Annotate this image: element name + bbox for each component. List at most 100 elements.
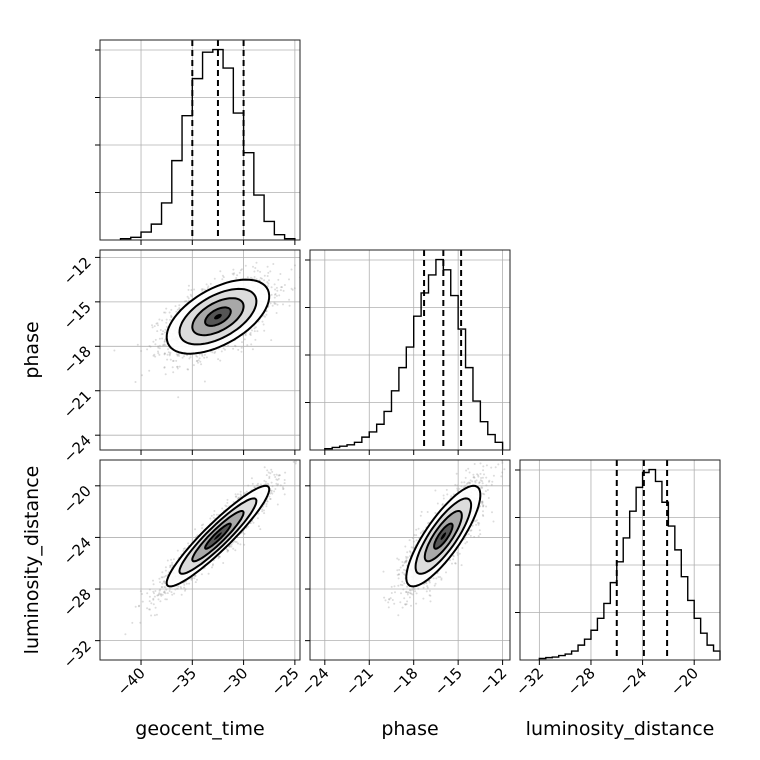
sample-point bbox=[199, 360, 202, 363]
sample-point bbox=[157, 593, 160, 596]
sample-point bbox=[161, 576, 164, 579]
sample-point bbox=[276, 289, 279, 292]
sample-point bbox=[152, 340, 155, 343]
sample-point bbox=[153, 325, 156, 328]
x-tick-label-luminosity-distance: −32 bbox=[512, 664, 547, 699]
sample-point bbox=[482, 469, 485, 472]
sample-point bbox=[251, 482, 254, 485]
sample-point bbox=[139, 621, 142, 624]
sample-point bbox=[209, 517, 212, 520]
sample-point bbox=[277, 474, 280, 477]
sample-point bbox=[184, 589, 186, 592]
sample-point bbox=[134, 605, 137, 608]
sample-point bbox=[165, 318, 168, 321]
y-tick-label-luminosity-distance: −20 bbox=[60, 482, 95, 517]
sample-point bbox=[266, 281, 269, 284]
sample-point bbox=[481, 476, 484, 479]
sample-point bbox=[236, 493, 239, 496]
sample-point bbox=[226, 501, 229, 504]
sample-point bbox=[174, 305, 177, 308]
sample-point bbox=[278, 474, 281, 477]
sample-point bbox=[196, 359, 199, 362]
sample-point bbox=[141, 374, 143, 377]
sample-point bbox=[254, 486, 257, 489]
sample-point bbox=[249, 522, 252, 525]
sample-point bbox=[279, 289, 282, 292]
y-tick-label-phase: −15 bbox=[60, 298, 95, 333]
sample-point bbox=[474, 480, 477, 483]
sample-point bbox=[463, 481, 466, 484]
sample-point bbox=[263, 466, 266, 469]
sample-point bbox=[276, 484, 279, 487]
sample-point bbox=[456, 484, 459, 487]
sample-point bbox=[201, 527, 204, 530]
sample-point bbox=[172, 558, 175, 561]
sample-point bbox=[247, 525, 250, 528]
sample-point bbox=[393, 585, 396, 588]
sample-point bbox=[249, 333, 251, 336]
sample-point bbox=[224, 348, 226, 351]
sample-point bbox=[191, 576, 194, 579]
sample-point bbox=[211, 564, 214, 567]
sample-point bbox=[163, 366, 166, 369]
sample-point bbox=[239, 543, 242, 546]
sample-point bbox=[243, 492, 246, 495]
sample-point bbox=[148, 345, 151, 347]
sample-point bbox=[225, 505, 228, 508]
sample-point bbox=[219, 270, 222, 273]
sample-point bbox=[189, 356, 192, 359]
sample-point bbox=[163, 340, 166, 343]
sample-point bbox=[138, 604, 141, 607]
sample-point bbox=[274, 476, 277, 478]
sample-point bbox=[203, 380, 206, 383]
sample-point bbox=[232, 268, 235, 271]
sample-point bbox=[224, 504, 227, 507]
sample-point bbox=[186, 368, 189, 371]
sample-point bbox=[200, 288, 203, 291]
sample-point bbox=[171, 366, 174, 369]
sample-point bbox=[163, 580, 166, 583]
sample-point bbox=[481, 502, 484, 505]
sample-point bbox=[161, 586, 163, 589]
sample-point bbox=[274, 302, 277, 305]
sample-point bbox=[163, 590, 166, 593]
sample-point bbox=[164, 338, 167, 341]
sample-point bbox=[171, 563, 173, 566]
sample-point bbox=[255, 261, 258, 264]
sample-point bbox=[232, 547, 235, 550]
sample-point bbox=[188, 357, 191, 360]
sample-point bbox=[294, 462, 297, 465]
sample-point bbox=[405, 559, 408, 562]
sample-point bbox=[190, 577, 193, 580]
sample-point bbox=[161, 319, 164, 322]
sample-point bbox=[384, 599, 387, 602]
sample-point bbox=[281, 486, 284, 489]
sample-point bbox=[234, 493, 237, 496]
sample-point bbox=[407, 591, 410, 594]
sample-point bbox=[163, 344, 165, 347]
sample-point bbox=[417, 587, 420, 590]
y-tick-label-luminosity-distance: −32 bbox=[60, 637, 95, 672]
sample-point bbox=[264, 480, 267, 483]
sample-point bbox=[226, 549, 229, 552]
y-tick-label-phase: −24 bbox=[60, 431, 95, 466]
sample-point bbox=[240, 346, 243, 349]
x-tick-label-luminosity-distance: −28 bbox=[564, 664, 599, 699]
sample-point bbox=[156, 594, 159, 597]
histogram-geocent-time bbox=[119, 48, 296, 240]
sample-point bbox=[218, 555, 221, 558]
sample-point bbox=[183, 547, 186, 550]
sample-point bbox=[175, 310, 178, 313]
sample-point bbox=[477, 521, 479, 524]
sample-point bbox=[231, 272, 234, 275]
sample-point bbox=[283, 479, 286, 481]
sample-point bbox=[481, 482, 484, 485]
sample-point bbox=[222, 562, 225, 564]
sample-point bbox=[196, 355, 199, 358]
sample-point bbox=[422, 529, 425, 532]
sample-point bbox=[263, 274, 266, 277]
sample-point bbox=[236, 274, 239, 277]
sample-point bbox=[243, 532, 246, 535]
sample-point bbox=[190, 577, 193, 580]
sample-point bbox=[196, 534, 199, 537]
